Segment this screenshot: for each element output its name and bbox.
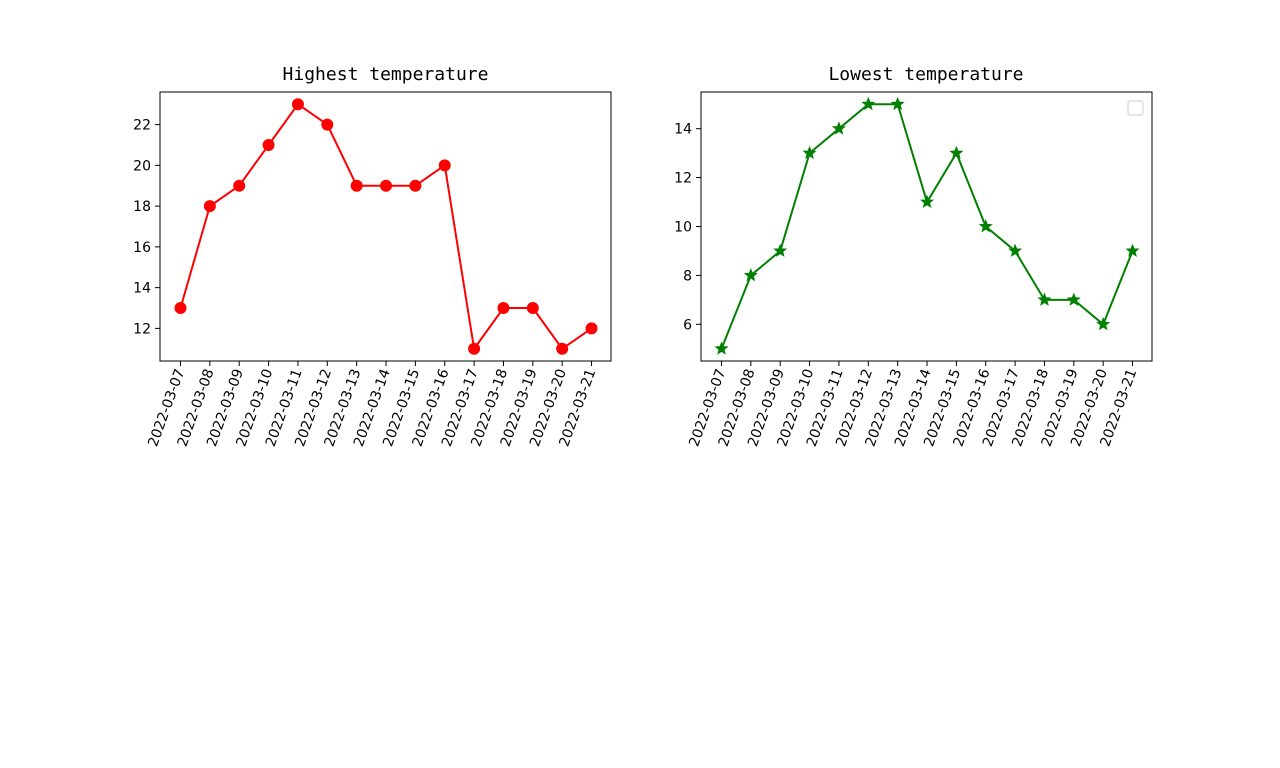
series-line	[720, 103, 1134, 350]
y-tick-label: 12	[133, 321, 151, 337]
data-point	[526, 302, 539, 315]
data-point	[1125, 243, 1140, 257]
data-point	[920, 194, 935, 209]
chart-title: Highest temperature	[283, 64, 489, 85]
data-point	[497, 302, 510, 315]
data-point	[861, 96, 876, 111]
data-point	[556, 342, 569, 355]
data-point	[773, 243, 788, 257]
data-point	[714, 341, 729, 355]
y-tick-label: 14	[674, 122, 692, 138]
y-tick-label: 14	[133, 281, 151, 297]
data-point	[438, 159, 451, 172]
data-point	[743, 268, 758, 282]
data-point	[949, 145, 964, 160]
data-point	[291, 98, 304, 111]
data-point	[1066, 292, 1081, 306]
data-point	[380, 179, 393, 192]
y-tick-label: 10	[674, 220, 692, 236]
data-point	[468, 342, 481, 355]
data-point	[1037, 292, 1052, 306]
data-point	[409, 179, 422, 192]
y-tick-label: 18	[133, 199, 151, 215]
data-point	[321, 118, 334, 131]
data-point	[585, 322, 598, 335]
lowest-temperature-chart: Lowest temperature 681012142022-03-07202…	[674, 64, 1153, 449]
data-point	[978, 219, 993, 233]
data-point	[174, 302, 187, 315]
data-point	[262, 138, 275, 151]
y-tick-label: 12	[674, 171, 692, 187]
data-point	[233, 179, 246, 192]
data-point	[890, 96, 905, 111]
data-point	[203, 200, 216, 213]
chart-title: Lowest temperature	[828, 64, 1023, 85]
data-point	[831, 121, 846, 135]
y-tick-label: 22	[133, 118, 151, 134]
plot-frame	[700, 91, 1153, 362]
data-point	[1008, 243, 1023, 257]
y-tick-label: 8	[683, 268, 692, 284]
y-tick-label: 16	[133, 240, 151, 256]
data-point	[802, 145, 817, 160]
data-point	[350, 179, 363, 192]
y-tick-label: 6	[683, 317, 692, 333]
highest-temperature-chart: Highest temperature 1214161820222022-03-…	[133, 64, 612, 449]
y-tick-label: 20	[133, 158, 151, 174]
data-point	[1096, 316, 1111, 331]
plot-frame	[159, 91, 612, 362]
legend-box	[1127, 100, 1144, 116]
